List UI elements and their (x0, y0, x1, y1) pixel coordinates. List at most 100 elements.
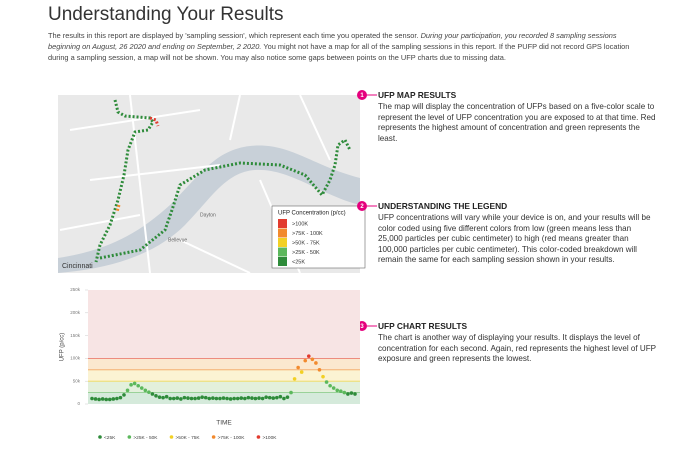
data-point (157, 395, 162, 399)
data-point (218, 396, 222, 401)
data-point (232, 396, 236, 401)
data-point (225, 396, 229, 401)
section: UNDERSTANDING THE LEGEND UFP concentrati… (378, 201, 656, 266)
legend-label: >75K - 100K (292, 231, 323, 237)
marker-number: 2 (360, 204, 364, 210)
data-point (115, 396, 119, 401)
data-point (292, 377, 297, 381)
data-point (321, 374, 325, 379)
y-tick-label: 250k (70, 287, 81, 292)
data-point (335, 388, 340, 393)
route-mid (115, 204, 121, 213)
data-point (150, 392, 155, 396)
data-point (125, 388, 130, 393)
data-point (214, 396, 219, 401)
data-point (104, 397, 109, 402)
intro-text: The results in this report are displayed… (48, 31, 421, 40)
data-point (207, 396, 212, 401)
data-point (235, 396, 240, 401)
data-point (161, 395, 165, 400)
data-point (189, 396, 194, 401)
band (88, 358, 360, 370)
legend-swatch (278, 238, 287, 247)
data-point (328, 383, 332, 388)
data-point (257, 396, 261, 400)
x-axis-label: TIME (216, 420, 232, 427)
data-point (111, 397, 116, 401)
map-place: Bellevue (168, 237, 187, 243)
data-point (267, 395, 272, 400)
data-point (299, 370, 304, 374)
section: UFP MAP RESULTS The map will display the… (378, 90, 656, 144)
data-point (211, 396, 215, 400)
data-point (154, 393, 158, 398)
data-point (331, 386, 336, 390)
data-point (203, 395, 208, 400)
section-body: The chart is another way of displaying y… (378, 333, 656, 364)
data-point (186, 396, 190, 400)
legend-label: >75K - 100K (218, 435, 246, 441)
data-point (246, 395, 251, 400)
data-point (136, 383, 141, 388)
map-legend-box (271, 205, 366, 269)
data-point (179, 397, 183, 401)
data-point (221, 396, 226, 400)
legend-dot (98, 435, 102, 439)
legend-label: >25K - 50K (133, 435, 158, 441)
legend-label: >25K - 50K (292, 250, 320, 256)
data-point (289, 390, 293, 395)
legend-swatch (278, 257, 287, 266)
map: Cincinnati Dayton Bellevue UFP Concentra… (58, 94, 366, 274)
data-point (271, 396, 276, 400)
section-heading: UFP CHART RESULTS (378, 321, 468, 331)
data-point (306, 354, 311, 358)
marker-circle (357, 90, 367, 100)
data-point (310, 357, 315, 362)
legend-swatch (278, 228, 287, 238)
data-point (193, 396, 197, 401)
data-point (107, 397, 112, 402)
data-point (296, 365, 300, 370)
marker-circle (357, 201, 367, 211)
section: UFP CHART RESULTS The chart is another w… (378, 321, 656, 365)
data-point (200, 395, 204, 399)
intro-italic: During your participation, you recorded … (48, 31, 617, 51)
data-point (182, 395, 187, 400)
data-point (168, 396, 172, 401)
legend-label: <25K (104, 435, 116, 441)
legend-dot (169, 435, 174, 439)
data-point (118, 395, 123, 400)
data-point (132, 381, 137, 386)
data-point (264, 395, 268, 399)
data-point (275, 395, 279, 400)
data-point (100, 397, 105, 401)
data-point (196, 396, 201, 400)
data-point (143, 388, 148, 393)
section-heading: UFP MAP RESULTS (378, 90, 457, 100)
data-point (338, 389, 343, 394)
data-point (346, 392, 350, 396)
y-tick-label: 0 (77, 401, 80, 406)
map-legend: >100K >75K - 100K >50K - 75K >25K - 50K <25K (278, 219, 323, 266)
y-tick-label: 150k (70, 333, 81, 338)
data-point (147, 390, 151, 394)
data-point (90, 396, 94, 401)
data-point (250, 396, 254, 400)
legend-swatch (278, 247, 287, 257)
data-point (175, 396, 180, 400)
data-point (317, 368, 322, 372)
data-point (93, 397, 98, 401)
section-body: The map will display the concentration o… (378, 102, 656, 143)
data-point (353, 392, 357, 396)
intro-text: You might not have a map for all of the … (48, 42, 630, 62)
section-heading: UNDERSTANDING THE LEGEND (378, 201, 508, 211)
section-body: UFP concentrations will vary while your … (378, 213, 651, 265)
y-tick-label: 50k (73, 378, 81, 383)
band (88, 290, 360, 359)
data-point (171, 396, 176, 401)
data-point (349, 391, 354, 395)
legend-label: <25K (292, 259, 305, 265)
data-point (285, 395, 290, 399)
legend-label: >100K (292, 221, 308, 227)
